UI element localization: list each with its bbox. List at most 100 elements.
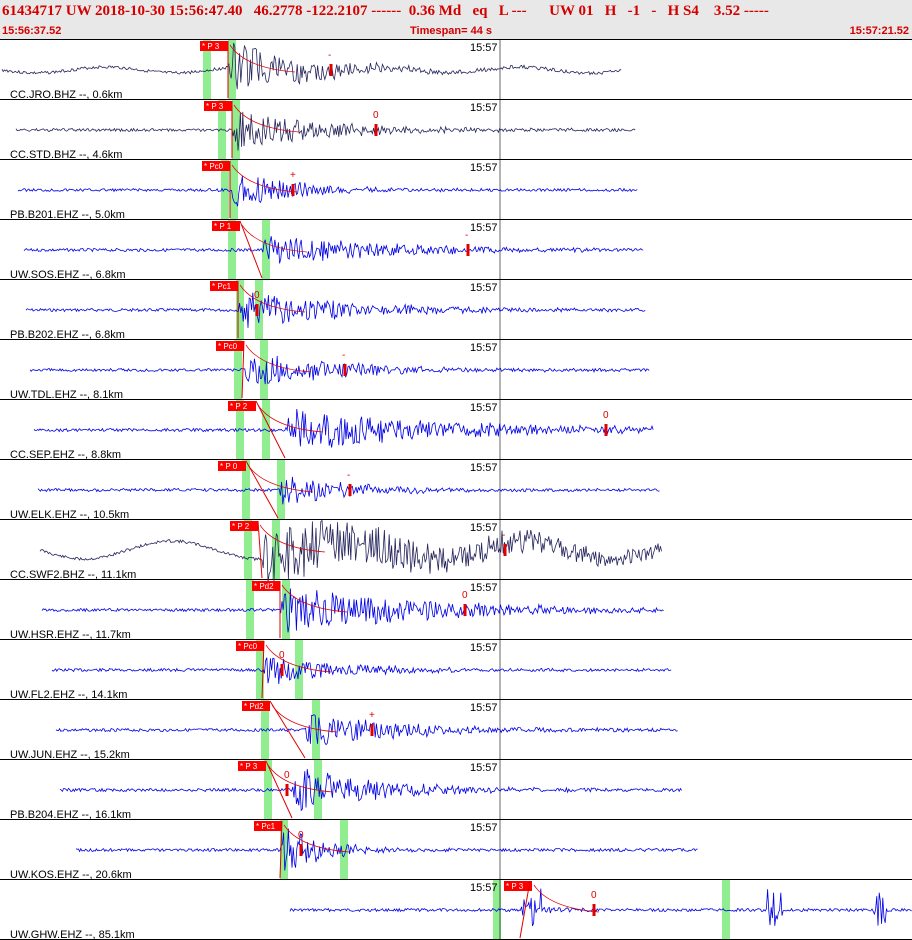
waveform-trace — [17, 176, 638, 207]
waveform-trace — [289, 888, 912, 927]
coda-marker-label: + — [290, 170, 296, 181]
p-pick-flag[interactable]: * P 2 — [230, 520, 263, 579]
pick-label: * Pc1 — [256, 822, 276, 831]
pick-flag-box — [236, 641, 264, 651]
p-pick-flag[interactable]: * P 3 — [238, 760, 293, 819]
phase-window — [230, 160, 238, 219]
trace-row[interactable]: 15:57 * Pc0 - UW.TDL.EHZ --, 8.1km — [0, 340, 912, 401]
arrival-curve — [265, 644, 332, 673]
p-pick-flag[interactable]: * Pd2 — [252, 581, 281, 638]
trace-row[interactable]: 15:57 * Pd2 + UW.JUN.EHZ --, 15.2km — [0, 700, 912, 761]
p-pick-flag[interactable]: * P 2 — [228, 400, 286, 459]
trace-row[interactable]: 15:57 * Pc1 0 UW.KOS.EHZ --, 20.6km — [0, 820, 912, 881]
minute-label: 15:57 — [470, 102, 498, 114]
p-pick-flag[interactable]: * P 1 — [212, 220, 263, 279]
pick-line — [269, 700, 306, 759]
p-pick-flag[interactable]: * Pc0 — [216, 340, 245, 399]
waveform-trace — [33, 408, 654, 448]
pick-line — [257, 520, 263, 579]
pick-flag-box — [204, 101, 232, 111]
station-label: UW.FL2.EHZ --, 14.1km — [10, 689, 127, 701]
station-label: PB.B201.EHZ --, 5.0km — [10, 209, 125, 221]
trace-row[interactable]: 15:57 * Pc0 + PB.B201.EHZ --, 5.0km — [0, 160, 912, 221]
minute-label: 15:57 — [470, 402, 498, 414]
window-end-time: 15:57:21.52 — [849, 25, 909, 37]
trace-row[interactable]: 15:57 * P 3 - CC.JRO.BHZ --, 0.6km — [0, 40, 912, 101]
seismogram-panel[interactable]: 15:57 * P 3 - CC.JRO.BHZ --, 0.6km 15:57 * P … — [0, 40, 912, 940]
station-label: CC.SWF2.BHZ --, 11.1km — [10, 569, 136, 581]
station-label: UW.TDL.EHZ --, 8.1km — [10, 389, 123, 401]
pick-label: * P 3 — [506, 882, 524, 891]
pick-flag-box — [210, 281, 238, 291]
p-pick-flag[interactable]: * Pd2 — [242, 700, 306, 759]
coda-marker-label: - — [328, 50, 331, 61]
phase-window — [256, 640, 264, 699]
minute-label: 15:57 — [470, 522, 498, 534]
pick-flag-box — [238, 761, 266, 771]
event-header: 61434717 UW 2018-10-30 15:56:47.40 46.27… — [0, 0, 912, 40]
minute-label: 15:57 — [470, 642, 498, 654]
pick-flag-box — [212, 221, 240, 231]
coda-marker-label: 0 — [284, 770, 290, 781]
p-pick-flag[interactable]: * Pc1 — [210, 281, 239, 338]
pick-line — [261, 640, 265, 699]
phase-window — [232, 100, 240, 159]
coda-marker-label: - — [465, 230, 468, 241]
p-pick-flag[interactable]: * P 3 — [200, 41, 229, 98]
trace-row[interactable]: 15:57 * P 3 0 UW.GHW.EHZ --, 85.1km — [0, 880, 912, 940]
pick-line — [239, 220, 263, 279]
p-pick-flag[interactable]: * Pc0 — [202, 161, 231, 218]
pick-label: * Pc0 — [218, 342, 238, 351]
phase-window — [255, 280, 263, 339]
station-label: UW.GHW.EHZ --, 85.1km — [10, 929, 135, 940]
trace-row[interactable]: 15:57 * P 2 - CC.SWF2.BHZ --, 11.1km — [0, 519, 912, 583]
station-label: UW.KOS.EHZ --, 20.6km — [10, 869, 132, 881]
coda-marker-label: 0 — [603, 410, 609, 421]
minute-label: 15:57 — [470, 462, 498, 474]
trace-row[interactable]: 15:57 * P 3 0 PB.B204.EHZ --, 16.1km — [0, 760, 912, 821]
coda-marker-label: + — [369, 710, 375, 721]
pick-flag-box — [228, 401, 256, 411]
trace-row[interactable]: 15:57 * P 3 0 CC.STD.BHZ --, 4.6km — [0, 100, 912, 161]
coda-marker — [374, 124, 378, 136]
pick-label: * Pc0 — [204, 162, 224, 171]
pick-line — [519, 880, 531, 939]
waveform-trace — [59, 769, 682, 812]
arrival-curve — [233, 104, 300, 133]
trace-row[interactable]: 15:57 * Pc1 0 PB.B202.EHZ --, 6.8km — [0, 280, 912, 341]
trace-row[interactable]: 15:57 * P 2 0 CC.SEP.EHZ --, 8.8km — [0, 400, 912, 461]
coda-marker-label: 0 — [254, 290, 260, 301]
arrival-curve — [247, 464, 314, 493]
p-pick-flag[interactable]: * P 3 — [204, 101, 233, 158]
minute-label: 15:57 — [470, 42, 498, 54]
coda-marker — [592, 904, 596, 916]
pick-label: * P 3 — [202, 42, 220, 51]
trace-row[interactable]: 15:57 * Pd2 0 UW.HSR.EHZ --, 11.7km — [0, 580, 912, 641]
trace-row[interactable]: 15:57 * P 0 - UW.ELK.EHZ --, 10.5km — [0, 460, 912, 521]
pick-label: * P 0 — [220, 462, 238, 471]
phase-window — [282, 580, 290, 639]
p-pick-flag[interactable]: * Pc1 — [254, 820, 283, 879]
p-pick-flag[interactable]: * P 0 — [218, 460, 279, 519]
coda-marker — [285, 784, 289, 796]
station-label: CC.STD.BHZ --, 4.6km — [10, 149, 122, 161]
p-pick-flag[interactable]: * Pc0 — [236, 640, 265, 699]
pick-label: * P 3 — [240, 762, 258, 771]
timespan-label: Timespan= 44 s — [410, 25, 493, 37]
minute-label: 15:57 — [470, 702, 498, 714]
pick-line — [255, 400, 286, 459]
coda-marker-label: 0 — [373, 110, 379, 121]
waveform-trace — [55, 714, 678, 746]
arrival-curve — [281, 584, 348, 613]
station-label: PB.B202.EHZ --, 6.8km — [10, 329, 125, 341]
phase-window — [261, 700, 269, 759]
minute-label: 15:57 — [470, 162, 498, 174]
trace-row[interactable]: 15:57 * P 1 - UW.SOS.EHZ --, 6.8km — [0, 220, 912, 281]
p-pick-flag[interactable]: * P 3 — [504, 880, 532, 939]
minute-label: 15:57 — [470, 282, 498, 294]
trace-row[interactable]: 15:57 * Pc0 0 UW.FL2.EHZ --, 14.1km — [0, 640, 912, 701]
minute-label: 15:57 — [470, 822, 498, 834]
station-label: UW.ELK.EHZ --, 10.5km — [10, 509, 129, 521]
coda-marker-label: 0 — [462, 590, 468, 601]
phase-window — [493, 880, 501, 939]
